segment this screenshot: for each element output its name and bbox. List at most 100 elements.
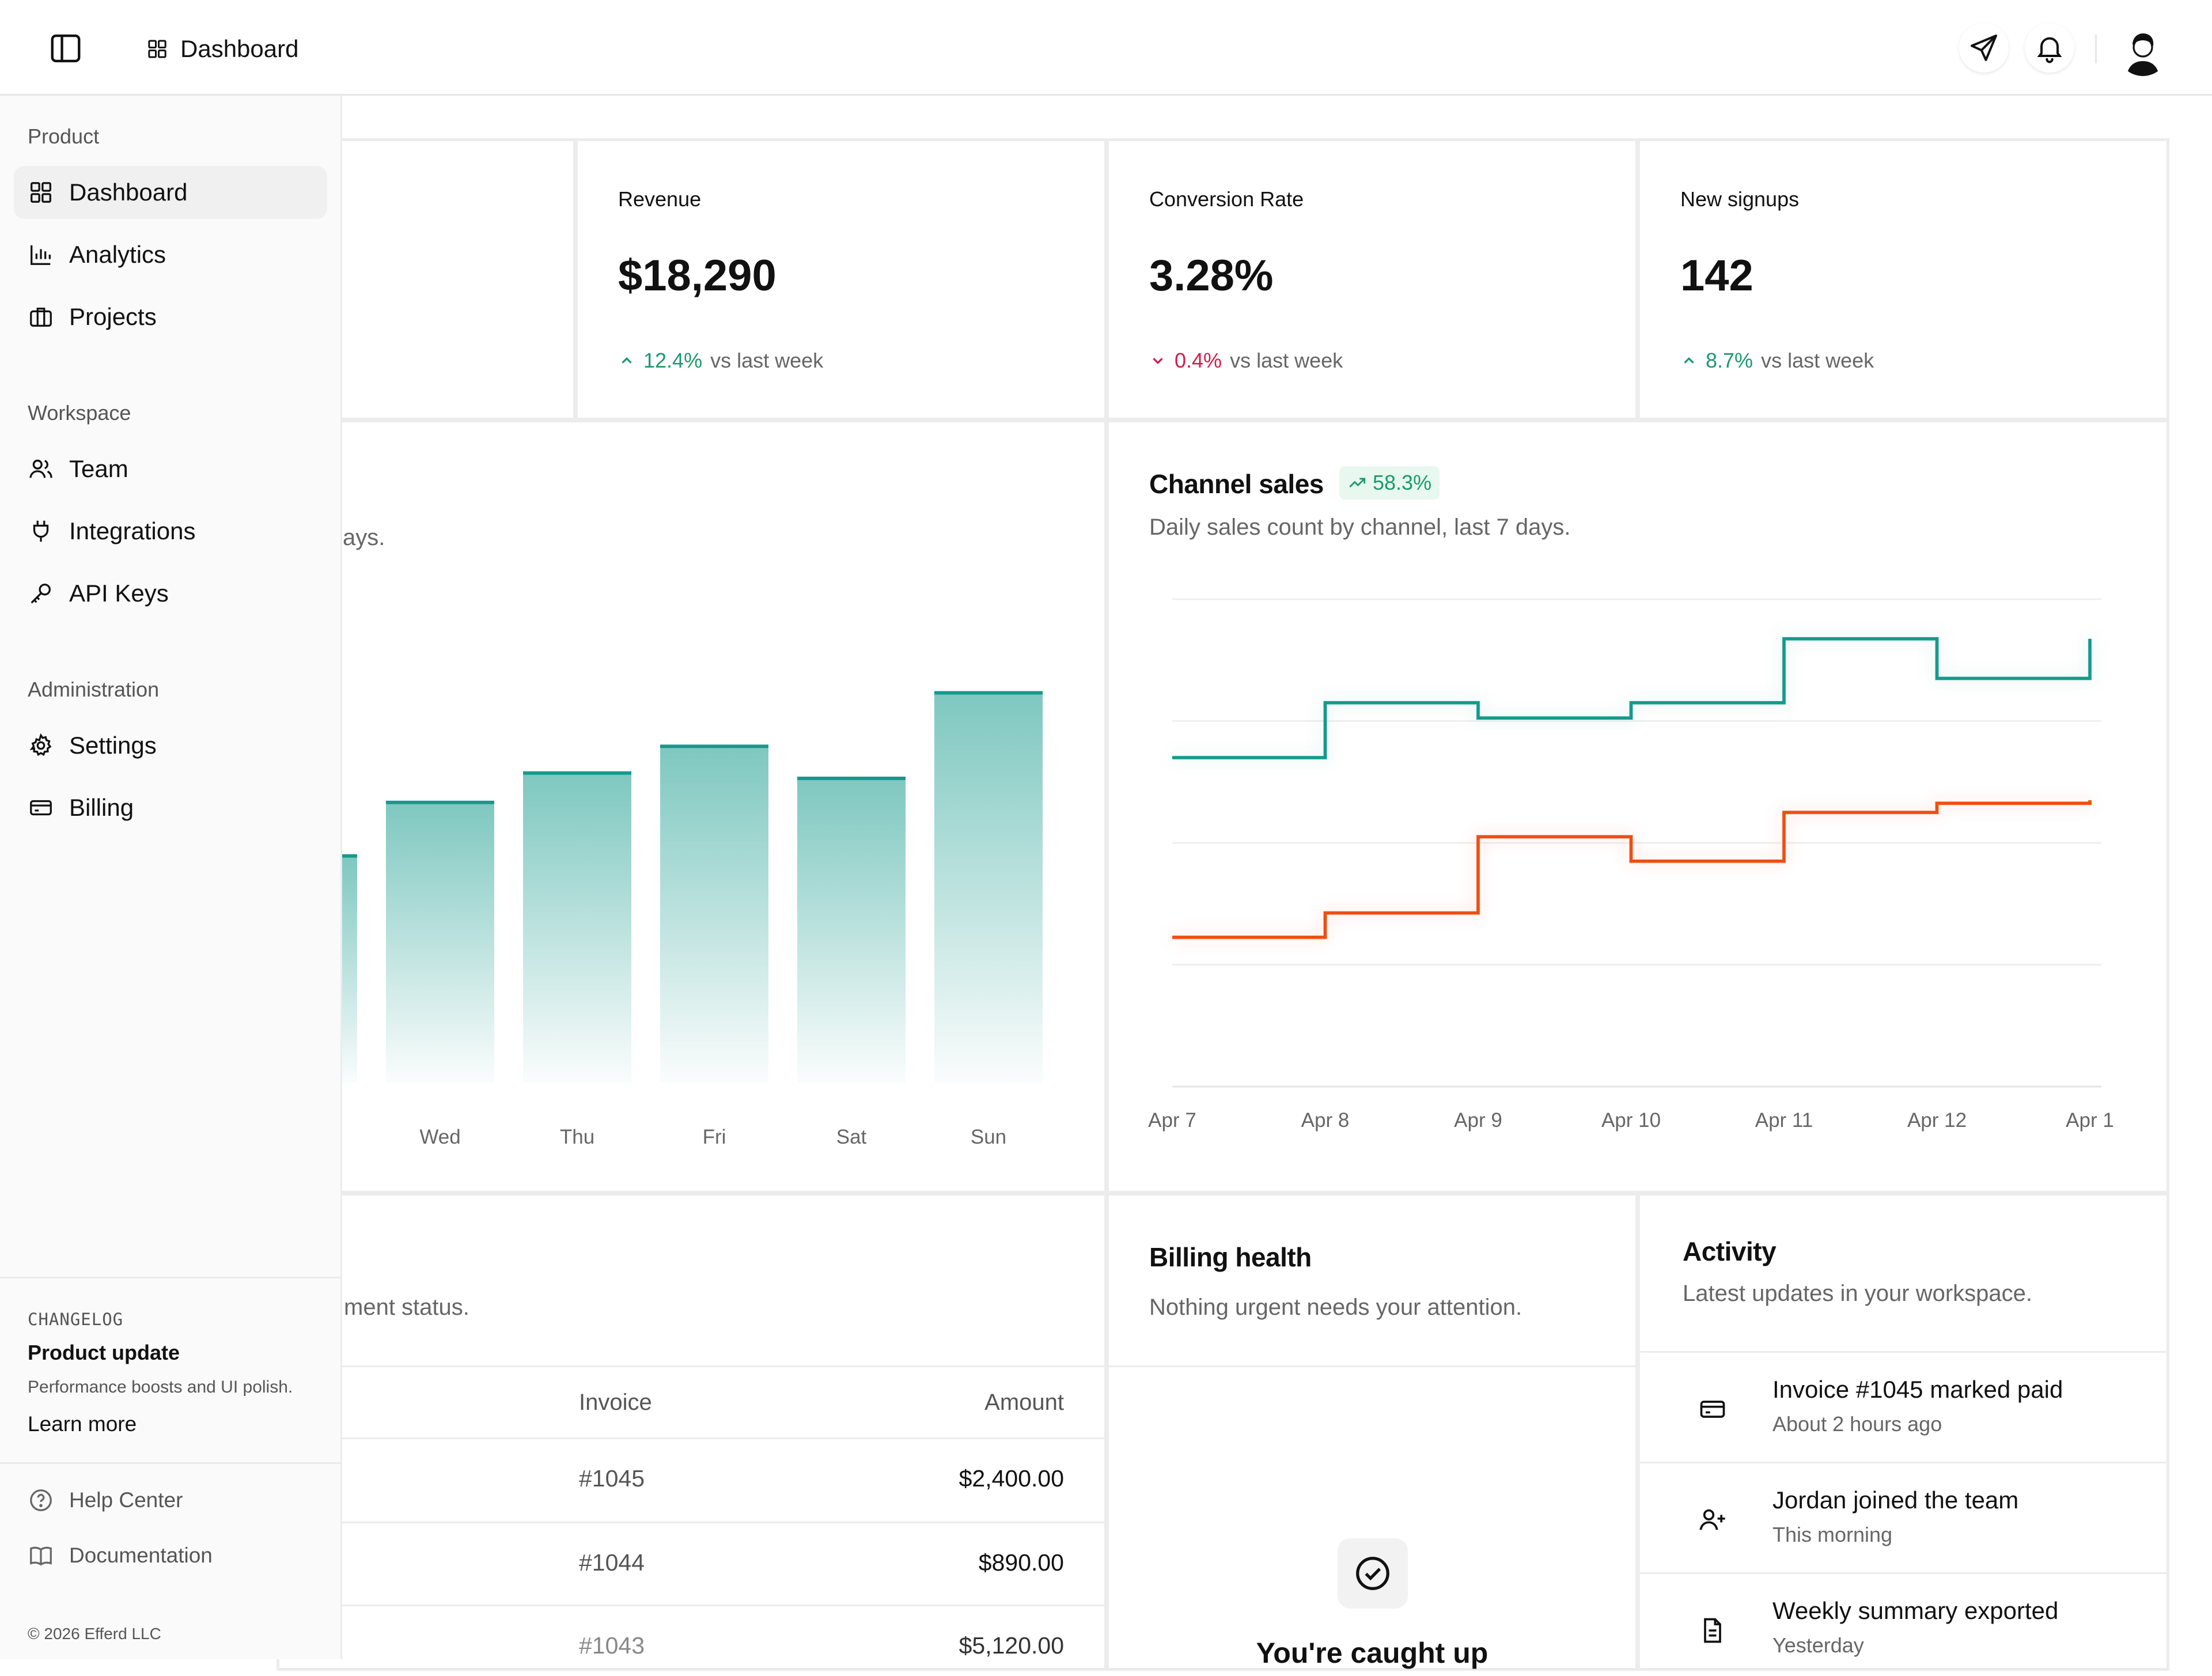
delta-value: 12.4% (643, 349, 703, 372)
card-title: Channel sales (1149, 469, 1324, 499)
series-glow (1172, 800, 2092, 940)
status-icon-box (1338, 1538, 1408, 1609)
delta-value: 8.7% (1706, 349, 1753, 372)
card-subtitle: Daily sales count by channel, last 7 day… (1149, 514, 1571, 540)
chevron-down-icon (1153, 358, 1163, 365)
trending-up-icon (1349, 478, 1366, 488)
x-tick-label: Apr 9 (1454, 1109, 1502, 1132)
stat-card-signups: New signups 142 8.7% vs last week (1637, 138, 2169, 421)
user-plus-icon (1699, 1509, 1725, 1530)
changelog-desc: Performance boosts and UI polish. (28, 1378, 293, 1397)
bar (797, 778, 906, 1083)
section-title-product: Product (28, 124, 100, 148)
activity-item[interactable]: Jordan joined the team This morning (1640, 1462, 2166, 1572)
billing-health-card: Billing health Nothing urgent needs your… (1106, 1193, 1638, 1671)
card-title: Activity (1683, 1236, 1777, 1266)
section-title-administration: Administration (28, 678, 160, 701)
column-header-invoice[interactable]: Invoice (579, 1390, 652, 1415)
notifications-button[interactable] (2025, 23, 2074, 73)
avatar-icon (2118, 25, 2168, 76)
top-bar: Dashboard (0, 0, 2212, 96)
divider (279, 1605, 1104, 1606)
stat-card-revenue: Revenue $18,290 12.4% vs last week (575, 138, 1107, 421)
bar-chart-icon (31, 245, 51, 265)
x-tick-label: Apr 7 (1148, 1109, 1196, 1132)
card-title: Billing health (1149, 1242, 1312, 1272)
plug-icon (33, 520, 49, 542)
help-center-label: Help Center (69, 1488, 183, 1512)
delta-suffix: vs last week (710, 349, 824, 372)
stat-delta: 8.7% vs last week (1680, 349, 1874, 373)
delta-suffix: vs last week (1230, 349, 1343, 372)
sidebar-item-projects[interactable]: Projects (14, 290, 327, 343)
bar-chart: Wed Thu Fri Sat Sun (276, 691, 1043, 1148)
stat-value: 3.28% (1149, 251, 1274, 300)
invoice-number: #1045 (579, 1465, 645, 1492)
channel-sales-card: Channel sales 58.3% Daily sales count by… (1106, 419, 2169, 1194)
x-tick-label: Fri (703, 1126, 726, 1148)
stat-value: 142 (1680, 251, 1753, 300)
line-chart: Apr 7 Apr 8 Apr 9 Apr 10 Apr 11 Apr 12 Apr 1 (1148, 598, 2114, 1132)
breadcrumb[interactable]: Dashboard (146, 29, 298, 69)
divider (279, 1522, 1104, 1523)
changelog-tag: CHANGELOG (28, 1310, 124, 1329)
breadcrumb-label: Dashboard (180, 35, 299, 62)
sidebar-item-label: API Keys (69, 580, 169, 607)
delta-suffix: vs last week (1761, 349, 1874, 372)
sidebar-item-settings[interactable]: Settings (14, 719, 327, 772)
sidebar-item-analytics[interactable]: Analytics (14, 228, 327, 281)
sidebar-item-integrations[interactable]: Integrations (14, 505, 327, 558)
caught-up-text: You're caught up (1256, 1637, 1488, 1669)
users-icon (29, 459, 52, 478)
series-glow (1172, 637, 2092, 760)
bar (523, 773, 631, 1083)
documentation-link[interactable]: Documentation (28, 1538, 213, 1573)
x-tick-label: Sat (836, 1126, 867, 1148)
divider (0, 1462, 342, 1464)
column-header-amount[interactable]: Amount (984, 1390, 1064, 1415)
stat-label: Conversion Rate (1149, 187, 1304, 211)
grid-icon (31, 182, 51, 203)
sidebar-item-team[interactable]: Team (14, 442, 327, 495)
sidebar: Product Dashboard Analytics Projects Wor… (0, 96, 342, 1659)
sidebar-toggle-button[interactable] (44, 27, 88, 70)
delta-value: 0.4% (1175, 349, 1222, 372)
sidebar-item-label: Team (69, 455, 128, 482)
sidebar-item-label: Projects (69, 303, 157, 330)
key-icon (31, 584, 51, 604)
stat-delta: 12.4% vs last week (618, 349, 823, 373)
check-circle-icon (1356, 1557, 1389, 1590)
book-open-icon (30, 1546, 52, 1566)
divider (279, 1365, 1104, 1367)
divider (279, 1437, 1104, 1439)
send-button[interactable] (1959, 23, 2009, 73)
invoice-amount: $2,400.00 (959, 1465, 1064, 1492)
send-icon (1971, 35, 1997, 61)
x-tick-label: Thu (560, 1126, 594, 1148)
stat-value: $18,290 (618, 251, 777, 300)
help-center-link[interactable]: Help Center (28, 1483, 183, 1518)
x-tick-label: Apr 11 (1755, 1109, 1813, 1132)
chart-subtitle: ays. (343, 525, 385, 550)
sidebar-item-dashboard[interactable]: Dashboard (14, 166, 327, 219)
bell-icon (2037, 37, 2062, 63)
activity-title: Weekly summary exported (1772, 1597, 2059, 1624)
invoices-card: ment status. Invoice Amount #1045 $2,400… (276, 1193, 1107, 1671)
sidebar-item-api-keys[interactable]: API Keys (14, 567, 327, 620)
stat-label: Revenue (618, 187, 702, 211)
activity-item[interactable]: Weekly summary exported Yesterday (1640, 1572, 2166, 1676)
learn-more-link[interactable]: Learn more (28, 1412, 137, 1436)
sidebar-item-billing[interactable]: Billing (14, 781, 327, 834)
sidebar-item-label: Integrations (69, 517, 196, 544)
activity-time: This morning (1772, 1523, 1893, 1546)
changelog-title: Product update (28, 1341, 180, 1364)
file-icon (1704, 1618, 1721, 1643)
series-line (1172, 800, 2092, 939)
card-subtitle: ment status. (344, 1295, 469, 1320)
activity-card: Activity Latest updates in your workspac… (1637, 1193, 2169, 1671)
avatar[interactable] (2118, 25, 2168, 76)
activity-item[interactable]: Invoice #1045 marked paid About 2 hours … (1640, 1351, 2166, 1462)
sidebar-item-label: Analytics (69, 241, 166, 268)
stat-delta: 0.4% vs last week (1149, 349, 1343, 373)
activity-title: Jordan joined the team (1772, 1486, 2019, 1514)
